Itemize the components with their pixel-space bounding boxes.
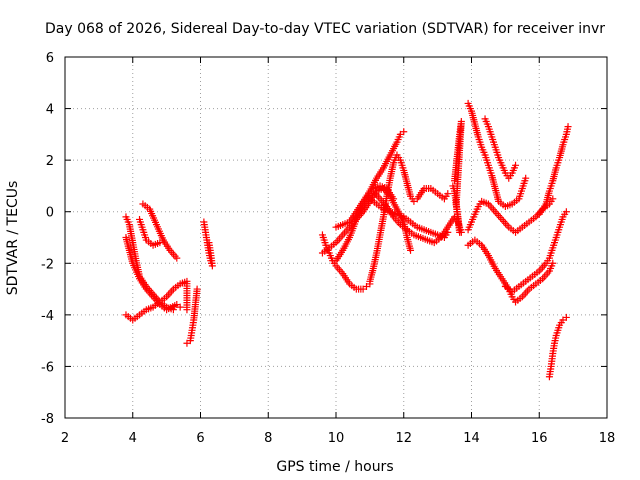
x-tick-label: 8 — [264, 431, 272, 446]
x-tick-label: 10 — [328, 431, 345, 446]
series-arc-16 — [464, 99, 530, 211]
data-point — [444, 190, 452, 198]
data-point — [205, 239, 213, 247]
marks-layer — [122, 99, 572, 381]
x-tick-label: 18 — [599, 431, 616, 446]
data-point — [449, 182, 457, 190]
series-arc-22 — [545, 313, 570, 381]
y-tick-label: 0 — [46, 206, 54, 221]
y-tick-label: 4 — [46, 103, 54, 118]
series-arc-20 — [501, 208, 570, 296]
series-arc-8 — [318, 231, 374, 293]
data-point — [512, 161, 520, 169]
series-arc-12 — [366, 151, 452, 285]
data-point — [444, 228, 452, 236]
x-tick-label: 16 — [531, 431, 548, 446]
x-tick-label: 4 — [129, 431, 137, 446]
series-arc-18 — [464, 236, 557, 306]
x-tick-label: 6 — [196, 431, 204, 446]
x-tick-label: 2 — [61, 431, 69, 446]
series-arc-4 — [139, 200, 181, 262]
y-tick-label: 2 — [46, 154, 54, 169]
data-point — [522, 174, 530, 182]
series-arc-3 — [122, 277, 191, 324]
data-point — [564, 123, 572, 131]
series-arc-14 — [366, 195, 452, 241]
labels-layer: 2 4 6 8 10 12 14 16 18 -8 -6 -4 -2 0 2 4 6 — [41, 51, 615, 446]
series-arc-15 — [449, 117, 465, 236]
data-point — [173, 254, 181, 262]
y-tick-label: 6 — [46, 51, 54, 66]
y-tick-label: -2 — [41, 257, 54, 272]
data-point — [549, 259, 557, 267]
y-tick-label: -4 — [41, 309, 54, 324]
ticks-layer — [64, 56, 608, 419]
data-point — [549, 195, 557, 203]
series-arc-19 — [481, 115, 520, 182]
chart-title: Day 068 of 2026, Sidereal Day-to-day VTE… — [45, 21, 605, 37]
x-tick-label: 14 — [463, 431, 480, 446]
series-arc-21 — [535, 123, 572, 218]
x-axis-title: GPS time / hours — [276, 459, 393, 475]
data-point — [400, 128, 408, 136]
x-tick-label: 12 — [395, 431, 412, 446]
data-point — [562, 208, 570, 216]
series-arc-5 — [136, 215, 167, 249]
y-tick-label: -8 — [41, 412, 54, 427]
data-point — [183, 306, 191, 314]
data-point — [159, 236, 167, 244]
y-axis-title: SDTVAR / TECUs — [5, 181, 21, 296]
series-arc-6 — [183, 285, 201, 347]
data-point — [562, 313, 570, 321]
data-point — [176, 303, 184, 311]
data-point — [407, 246, 415, 254]
y-tick-label: -6 — [41, 360, 54, 375]
series-arc-7 — [200, 218, 216, 270]
series-arc-17 — [464, 195, 557, 236]
series-arc-2 — [122, 234, 184, 314]
data-point — [193, 285, 201, 293]
series-arc-11 — [332, 128, 408, 231]
